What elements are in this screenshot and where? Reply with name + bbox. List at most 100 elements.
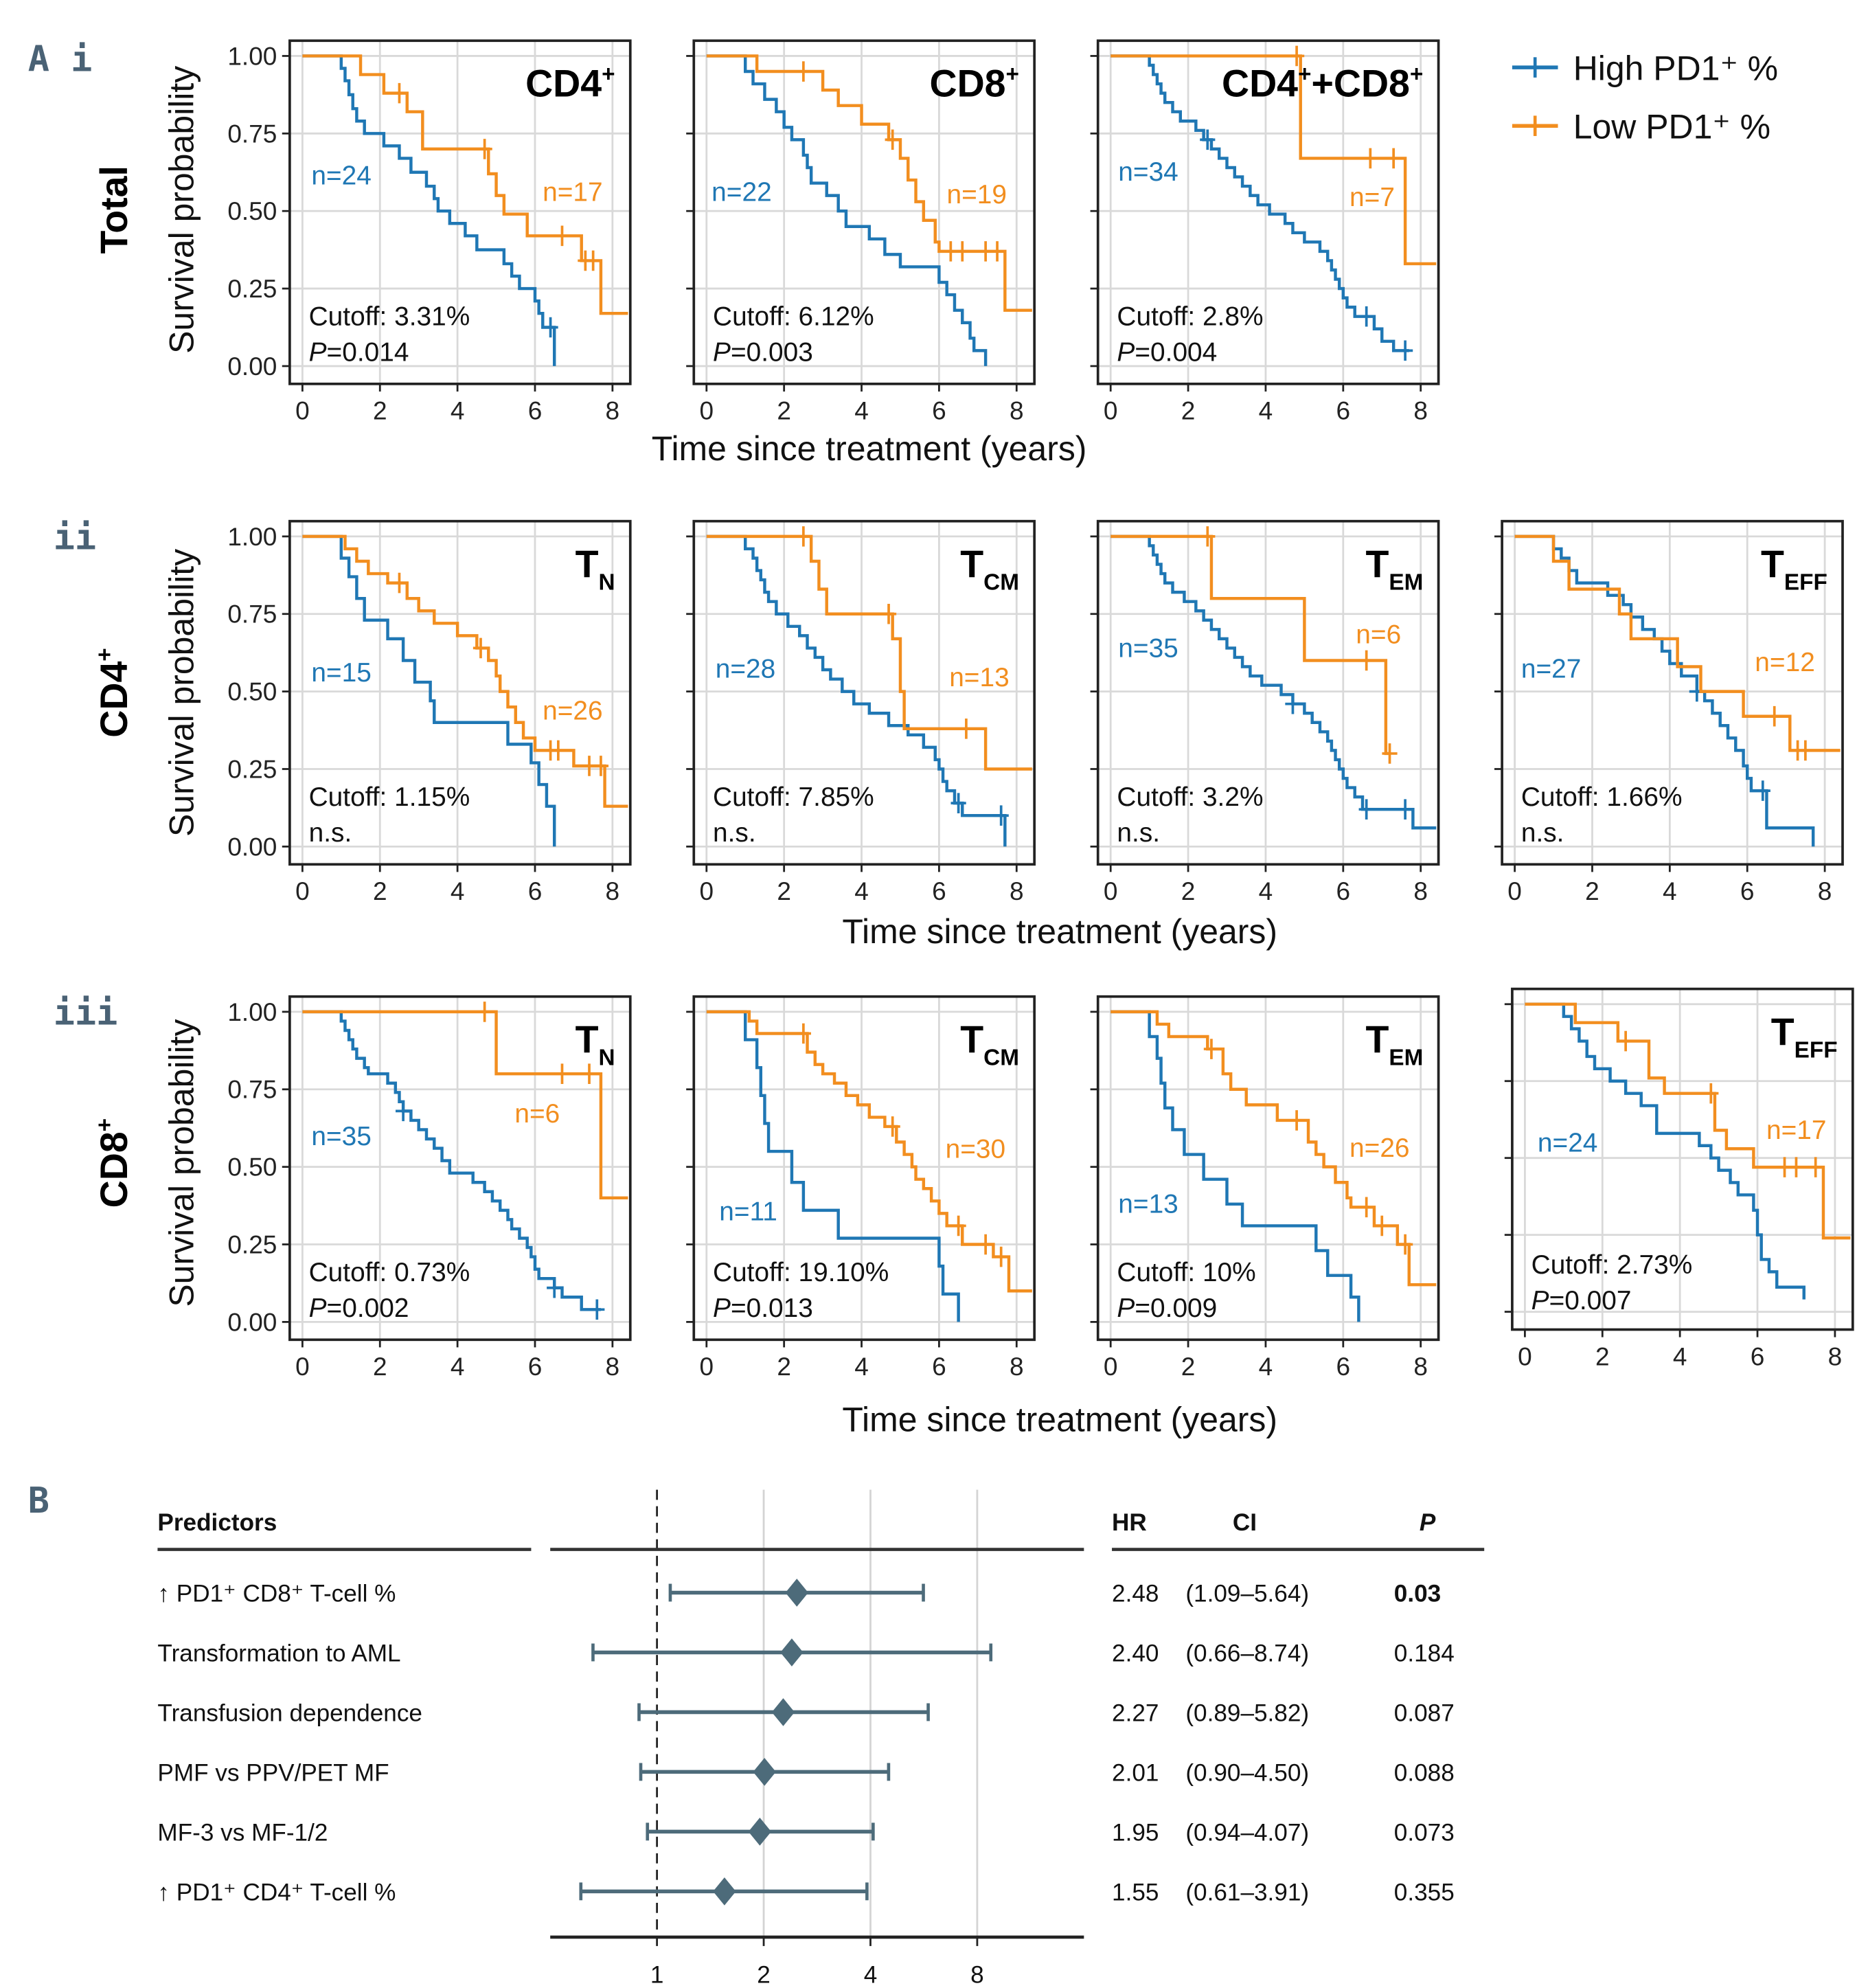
- y-tick-label: 0.50: [227, 1153, 277, 1182]
- n-label: n=24: [311, 161, 371, 190]
- x-tick-label: 6: [932, 1353, 946, 1381]
- title-text: CD4: [525, 63, 602, 105]
- censor-mark: [955, 241, 970, 262]
- forest-x-tick-label: 1: [650, 1962, 664, 1988]
- censor-mark: [543, 317, 558, 338]
- x-tick-label: 0: [700, 1353, 714, 1381]
- x-tick-label: 8: [1010, 1353, 1024, 1381]
- forest-row: Transformation to AML 2.40 (0.66–8.74) 0.18…: [157, 1638, 1455, 1667]
- p-value-label: n.s.: [309, 818, 352, 848]
- censor-mark: [1358, 306, 1374, 327]
- p-value: n.s.: [1117, 818, 1160, 848]
- y-tick-label: 1.00: [227, 998, 277, 1026]
- p-value: =0.007: [1549, 1286, 1632, 1315]
- x-tick-label: 8: [1828, 1342, 1843, 1370]
- panel-title: CD4++CD8+: [1222, 61, 1423, 104]
- censor-mark: [472, 637, 489, 659]
- y-tick-label: 0.25: [227, 275, 277, 303]
- x-tick-label: 2: [777, 1353, 791, 1381]
- title-text: +CD8: [1311, 63, 1409, 105]
- title-sup: +: [1298, 61, 1311, 87]
- p-symbol: P: [713, 338, 731, 368]
- p-value: 0.355: [1394, 1879, 1455, 1906]
- high-pd1-survival-curve: [1525, 1002, 1806, 1300]
- n-label: n=26: [1349, 1133, 1410, 1163]
- x-tick-label: 8: [1413, 1353, 1428, 1381]
- x-tick-label: 8: [1818, 877, 1832, 905]
- censor-mark: [950, 1215, 966, 1236]
- n-label: n=22: [711, 177, 772, 207]
- n-label: n=7: [1349, 183, 1395, 212]
- x-tick-label: 4: [854, 877, 869, 905]
- cutoff-label: Cutoff: 1.66%: [1521, 782, 1683, 812]
- low-pd1-survival-curve: [1110, 534, 1390, 756]
- x-tick-label: 8: [1413, 877, 1428, 905]
- plot-frame: [1096, 519, 1440, 866]
- plot-frame: [288, 519, 632, 866]
- title-text: T: [1366, 1018, 1389, 1061]
- censor-mark: [589, 1299, 605, 1320]
- x-tick-label: 2: [777, 397, 791, 425]
- censor-mark: [1766, 705, 1782, 727]
- panel-letter-a: A i: [28, 39, 93, 80]
- cutoff-label: Cutoff: 7.85%: [713, 782, 874, 812]
- x-tick-label: 4: [1259, 1353, 1273, 1381]
- plot-frame: [1511, 987, 1854, 1331]
- x-tick-label: 2: [1181, 877, 1196, 905]
- censor-mark: [795, 1023, 811, 1044]
- forest-row: Transfusion dependence 2.27 (0.89–5.82) 0.0…: [157, 1698, 1455, 1726]
- p-value: =0.009: [1135, 1294, 1217, 1323]
- title-sub: CM: [983, 570, 1019, 596]
- x-tick-label: 4: [854, 397, 869, 425]
- n-label: n=35: [311, 1122, 371, 1151]
- title-sub: N: [599, 1046, 615, 1071]
- high-pd1-survival-curve: [706, 54, 988, 366]
- x-tick-label: 2: [1585, 877, 1599, 905]
- x-tick-label: 0: [1104, 877, 1118, 905]
- censor-mark: [1200, 129, 1216, 150]
- p-symbol: P: [1531, 1286, 1549, 1315]
- p-value: =0.002: [327, 1294, 409, 1323]
- y-tick-label: 0.50: [227, 678, 277, 706]
- forest-row: MF-3 vs MF-1/2 1.95 (0.94–4.07) 0.073: [157, 1818, 1455, 1846]
- censor-mark: [1755, 780, 1770, 801]
- hr-diamond-marker: [713, 1877, 736, 1906]
- p-value: n.s.: [1521, 818, 1564, 848]
- x-tick-label: 2: [373, 877, 387, 905]
- cutoff-label: Cutoff: 10%: [1117, 1258, 1255, 1287]
- x-tick-label: 0: [700, 397, 714, 425]
- title-text: T: [960, 1018, 983, 1061]
- censor-mark: [1797, 740, 1813, 761]
- censor-mark: [1363, 148, 1378, 169]
- high-pd1-survival-curve: [1514, 534, 1815, 847]
- p-value: =0.003: [731, 338, 813, 368]
- legend-label: High PD1⁺ %: [1573, 49, 1778, 88]
- high-pd1-survival-curve: [302, 1010, 601, 1311]
- row-label-sup: +: [92, 1118, 117, 1131]
- censor-mark: [958, 718, 975, 739]
- low-pd1-survival-curve: [706, 534, 1032, 771]
- low-pd1-survival-curve: [1110, 54, 1437, 266]
- row-label: CD8+: [92, 1118, 135, 1208]
- high-pd1-survival-curve: [1110, 534, 1437, 830]
- n-label: n=35: [1118, 634, 1178, 664]
- km-panel: 0 2 4 6 8 n=28 n=13 Cutoff: 7.85% n.s. TCM: [686, 519, 1036, 905]
- p-value: =0.014: [327, 338, 409, 368]
- title-sub: EFF: [1795, 1038, 1838, 1063]
- n-label: n=26: [543, 696, 603, 725]
- title-sub: EM: [1389, 570, 1423, 596]
- title-sub: CM: [983, 1046, 1019, 1071]
- x-tick-label: 6: [932, 877, 946, 905]
- forest-plot: 1 2 4 8 Predictors HR CI P ↑ PD1⁺ CD8⁺ T-cell % 2…: [157, 1489, 1485, 1988]
- hr-value: 2.27: [1112, 1699, 1159, 1726]
- x-tick-label: 6: [1751, 1342, 1765, 1370]
- censor-mark: [1788, 1157, 1804, 1177]
- censor-mark: [477, 1002, 492, 1022]
- p-value-label: n.s.: [713, 818, 756, 848]
- cutoff-label: Cutoff: 2.73%: [1531, 1250, 1693, 1280]
- row-label-text: CD4: [93, 662, 135, 738]
- plot-frame: [692, 39, 1036, 385]
- plot-frame: [288, 39, 632, 385]
- km-panel: 0 2 4 6 8 n=13 n=26 Cutoff: 10% P=0.009 TEM: [1090, 995, 1440, 1381]
- x-tick-label: 4: [1663, 877, 1677, 905]
